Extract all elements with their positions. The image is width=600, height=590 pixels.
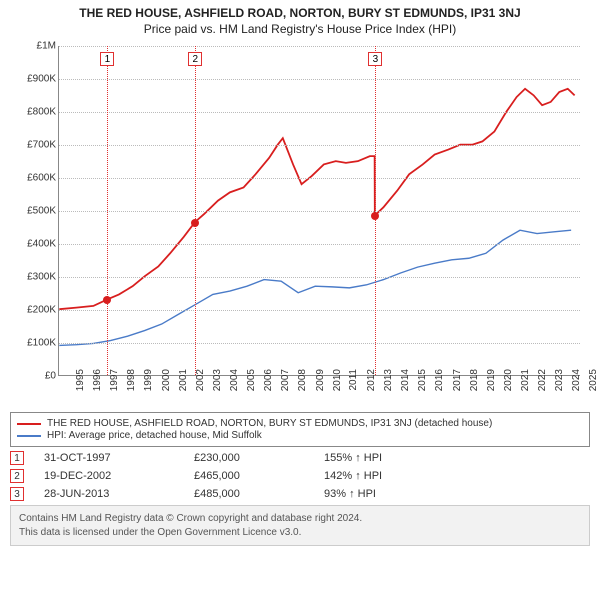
sale-price: £465,000 <box>194 470 304 482</box>
sale-marker-line <box>195 46 196 375</box>
y-tick-label: £500K <box>12 206 56 217</box>
y-tick-label: £400K <box>12 239 56 250</box>
sale-date: 31-OCT-1997 <box>44 452 174 464</box>
legend-row: HPI: Average price, detached house, Mid … <box>17 430 583 441</box>
gridline <box>59 343 580 344</box>
x-tick-label: 2006 <box>263 369 274 391</box>
sale-hpi: 155% ↑ HPI <box>324 452 444 464</box>
x-tick-label: 2000 <box>160 369 171 391</box>
sale-marker-box: 1 <box>100 52 114 66</box>
y-tick-label: £200K <box>12 305 56 316</box>
y-tick-label: £300K <box>12 272 56 283</box>
legend-box: THE RED HOUSE, ASHFIELD ROAD, NORTON, BU… <box>10 412 590 447</box>
legend-label: THE RED HOUSE, ASHFIELD ROAD, NORTON, BU… <box>47 418 492 429</box>
x-tick-label: 2015 <box>417 369 428 391</box>
sale-marker-line <box>107 46 108 375</box>
sale-row: 2 19-DEC-2002 £465,000 142% ↑ HPI <box>10 469 590 483</box>
y-tick-label: £0 <box>12 371 56 382</box>
legend-swatch <box>17 423 41 425</box>
gridline <box>59 145 580 146</box>
sale-price: £230,000 <box>194 452 304 464</box>
x-tick-label: 2010 <box>331 369 342 391</box>
sale-number: 2 <box>10 469 24 483</box>
x-tick-label: 2016 <box>434 369 445 391</box>
x-tick-label: 1998 <box>126 369 137 391</box>
x-tick-label: 2008 <box>297 369 308 391</box>
footer-line1: Contains HM Land Registry data © Crown c… <box>19 512 581 526</box>
footer-box: Contains HM Land Registry data © Crown c… <box>10 505 590 546</box>
sales-table: 1 31-OCT-1997 £230,000 155% ↑ HPI 2 19-DEC-20… <box>10 451 590 501</box>
x-tick-label: 2004 <box>229 369 240 391</box>
sale-number: 1 <box>10 451 24 465</box>
sale-hpi: 142% ↑ HPI <box>324 470 444 482</box>
sale-marker-dot <box>371 212 379 220</box>
x-tick-label: 1997 <box>109 369 120 391</box>
sale-marker-dot <box>103 296 111 304</box>
x-tick-label: 2025 <box>588 369 599 391</box>
x-tick-label: 1996 <box>92 369 103 391</box>
x-tick-label: 2018 <box>468 369 479 391</box>
gridline <box>59 310 580 311</box>
x-tick-label: 2022 <box>537 369 548 391</box>
x-tick-label: 2009 <box>314 369 325 391</box>
y-tick-label: £700K <box>12 140 56 151</box>
x-tick-label: 2019 <box>486 369 497 391</box>
sale-hpi: 93% ↑ HPI <box>324 488 444 500</box>
legend-label: HPI: Average price, detached house, Mid … <box>47 430 262 441</box>
y-tick-label: £900K <box>12 74 56 85</box>
x-tick-label: 1999 <box>143 369 154 391</box>
legend-swatch <box>17 435 41 437</box>
gridline <box>59 46 580 47</box>
x-tick-label: 2023 <box>554 369 565 391</box>
x-tick-label: 2017 <box>451 369 462 391</box>
chart-subtitle: Price paid vs. HM Land Registry's House … <box>0 20 600 36</box>
x-tick-label: 1995 <box>75 369 86 391</box>
x-tick-label: 2014 <box>400 369 411 391</box>
gridline <box>59 79 580 80</box>
sale-row: 1 31-OCT-1997 £230,000 155% ↑ HPI <box>10 451 590 465</box>
x-tick-label: 2012 <box>366 369 377 391</box>
sale-row: 3 28-JUN-2013 £485,000 93% ↑ HPI <box>10 487 590 501</box>
legend-row: THE RED HOUSE, ASHFIELD ROAD, NORTON, BU… <box>17 418 583 429</box>
chart-area: 1 2 3 £0 £100K £200K £300K £400K £500K £600K £700… <box>10 42 590 412</box>
sale-number: 3 <box>10 487 24 501</box>
x-tick-label: 2003 <box>212 369 223 391</box>
sale-price: £485,000 <box>194 488 304 500</box>
sale-marker-box: 2 <box>188 52 202 66</box>
x-tick-label: 2007 <box>280 369 291 391</box>
x-tick-label: 2020 <box>503 369 514 391</box>
gridline <box>59 244 580 245</box>
sale-marker-box: 3 <box>368 52 382 66</box>
y-tick-label: £100K <box>12 338 56 349</box>
gridline <box>59 277 580 278</box>
sale-date: 28-JUN-2013 <box>44 488 174 500</box>
y-tick-label: £800K <box>12 107 56 118</box>
x-tick-label: 2011 <box>348 369 359 391</box>
footer-line2: This data is licensed under the Open Gov… <box>19 526 581 540</box>
sale-date: 19-DEC-2002 <box>44 470 174 482</box>
series-line <box>59 230 571 345</box>
x-tick-label: 2013 <box>383 369 394 391</box>
sale-marker-dot <box>191 219 199 227</box>
gridline <box>59 178 580 179</box>
y-tick-label: £1M <box>12 41 56 52</box>
chart-title: THE RED HOUSE, ASHFIELD ROAD, NORTON, BU… <box>0 0 600 20</box>
x-tick-label: 2005 <box>246 369 257 391</box>
sale-marker-line <box>375 46 376 375</box>
x-tick-label: 2021 <box>520 369 531 391</box>
gridline <box>59 112 580 113</box>
gridline <box>59 211 580 212</box>
x-tick-label: 2001 <box>177 369 188 391</box>
plot-area: 1 2 3 <box>58 46 580 376</box>
y-tick-label: £600K <box>12 173 56 184</box>
x-tick-label: 2002 <box>195 369 206 391</box>
x-tick-label: 2024 <box>571 369 582 391</box>
